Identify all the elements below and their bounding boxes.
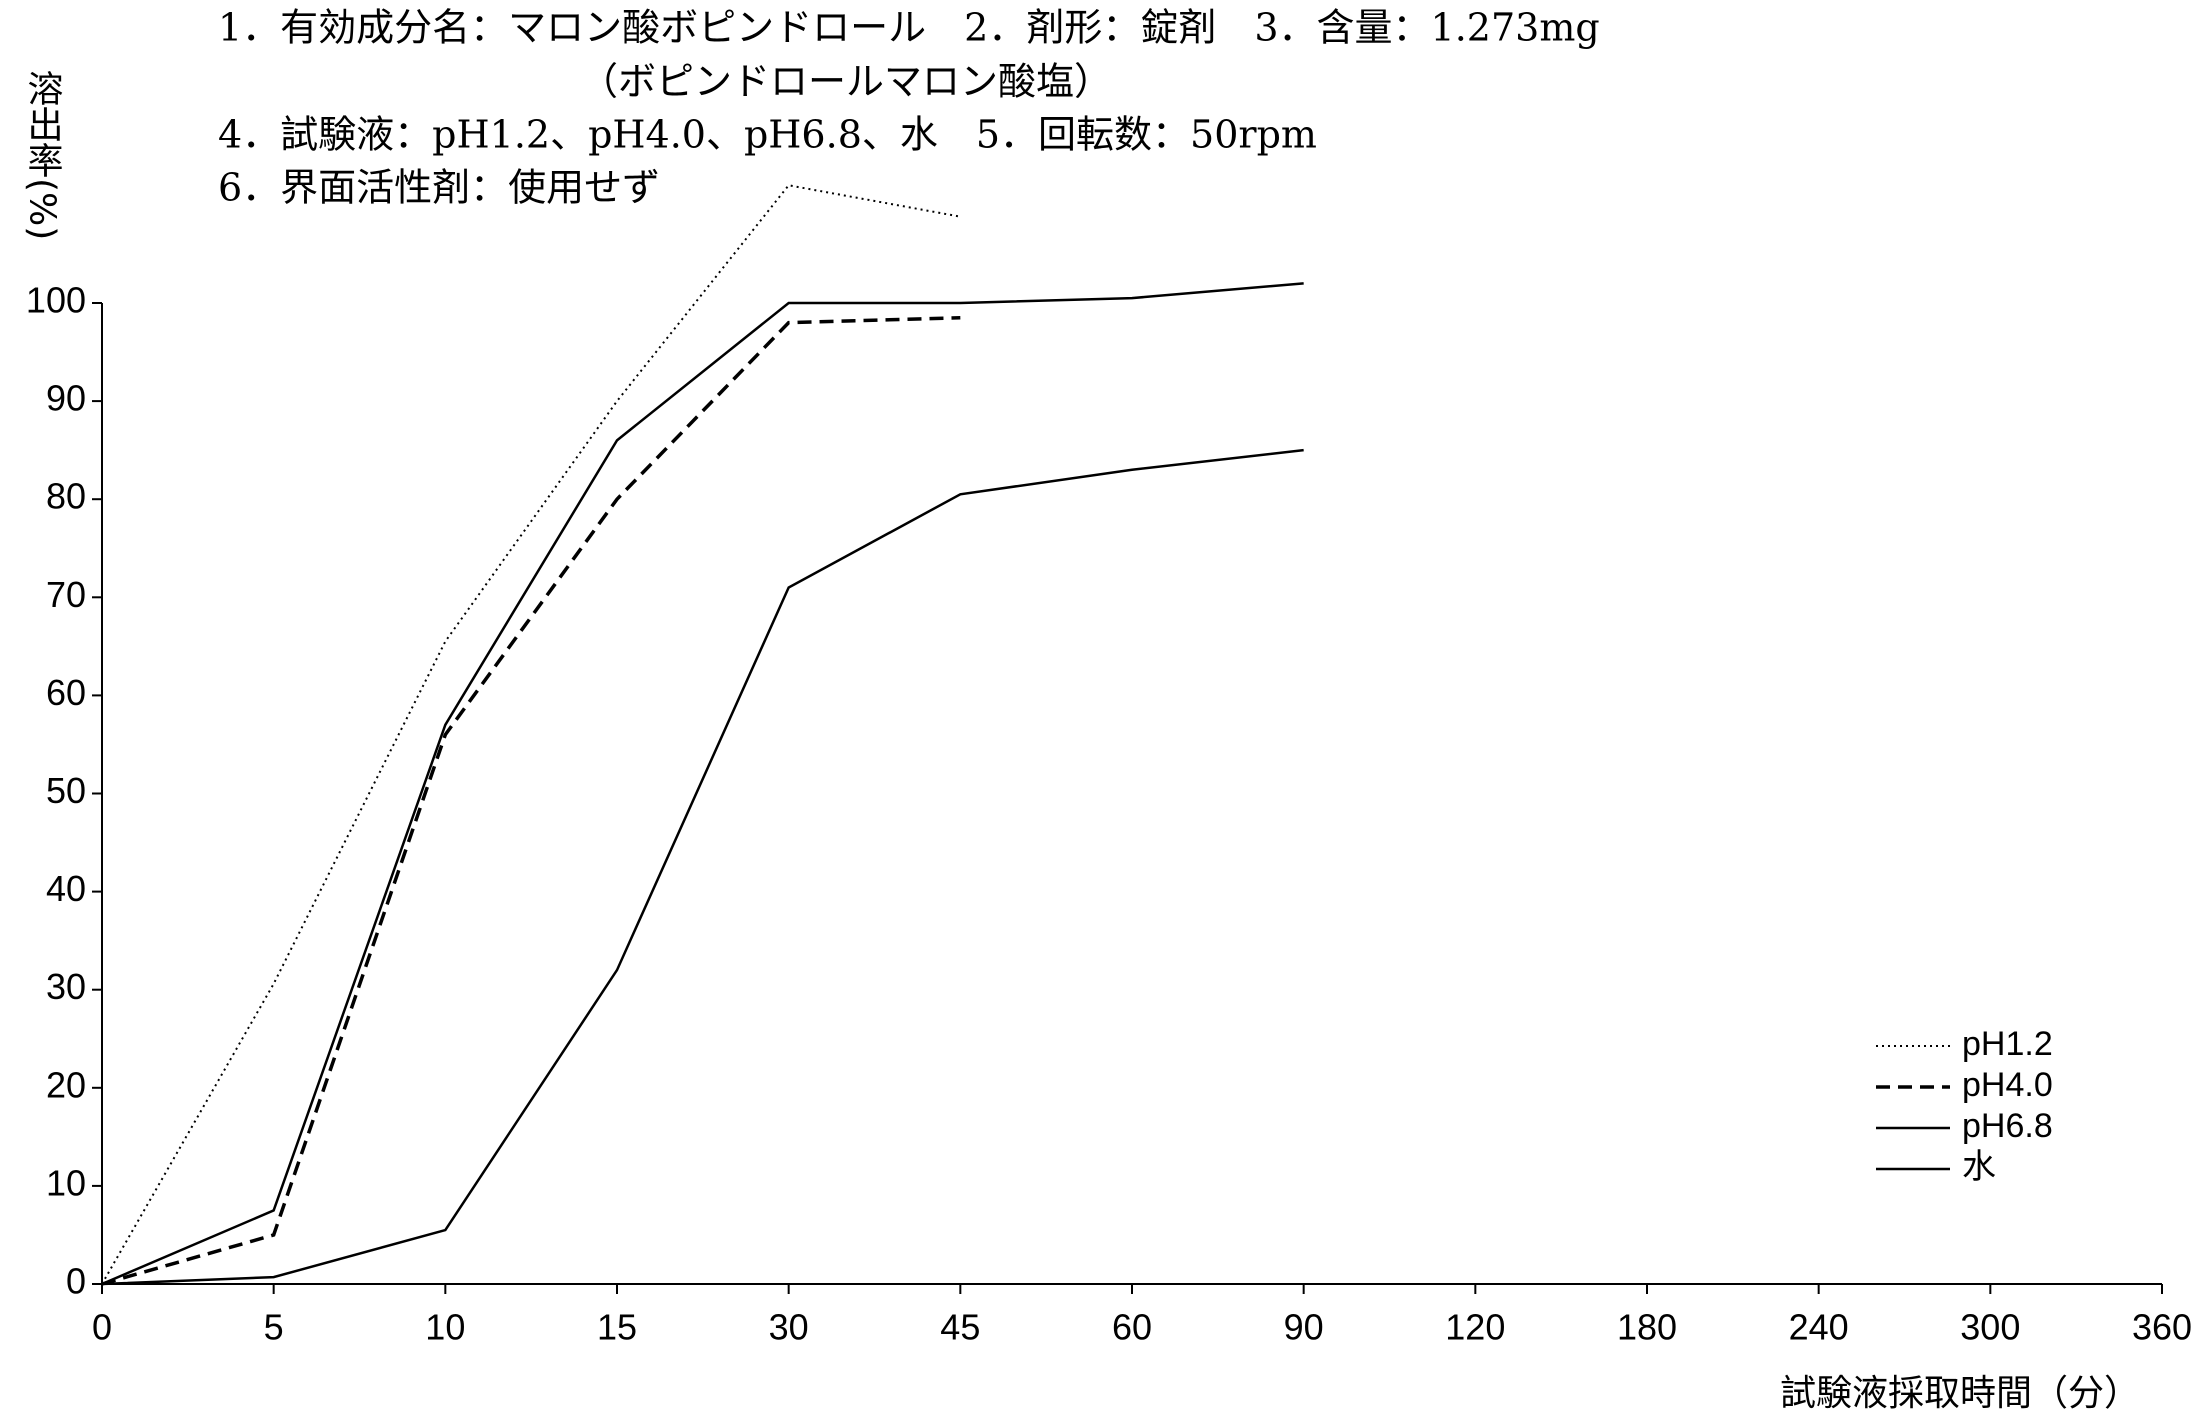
- note: （ボピンドロールマロン酸塩）: [580, 60, 1112, 104]
- x-tick-label: 240: [1789, 1307, 1849, 1348]
- x-tick-label: 5: [264, 1307, 284, 1348]
- x-tick-label: 180: [1617, 1307, 1677, 1348]
- x-tick-label: 0: [92, 1307, 112, 1348]
- legend-label: pH1.2: [1962, 1025, 2053, 1063]
- x-tick-label: 30: [769, 1307, 809, 1348]
- y-tick-label: 90: [46, 378, 86, 419]
- x-tick-label: 120: [1445, 1307, 1505, 1348]
- x-tick-label: 15: [597, 1307, 637, 1348]
- x-tick-label: 90: [1284, 1307, 1324, 1348]
- y-tick-label: 20: [46, 1064, 86, 1105]
- x-tick-label: 60: [1112, 1307, 1152, 1348]
- y-tick-label: 40: [46, 868, 86, 909]
- x-tick-label: 45: [940, 1307, 980, 1348]
- y-tick-label: 60: [46, 672, 86, 713]
- y-tick-label: 30: [46, 966, 86, 1007]
- y-tick-label: 50: [46, 770, 86, 811]
- y-tick-label: 80: [46, 476, 86, 517]
- series-line: [101, 315, 961, 1286]
- x-tick-label: 300: [1960, 1307, 2020, 1348]
- x-axis-label: 試験液採取時間（分）: [1780, 1373, 2140, 1414]
- note: 4．試験液：pH1.2、pH4.0、pH6.8、水 5．回転数：50rpm: [218, 113, 1317, 157]
- note: 1．有効成分名：マロン酸ボピンドロール 2．剤形：錠剤 3．含量：1.273mg: [218, 6, 1600, 50]
- y-tick-label: 0: [66, 1261, 86, 1302]
- series-line: [101, 184, 961, 1285]
- x-tick-label: 10: [425, 1307, 465, 1348]
- x-tick-label: 360: [2132, 1307, 2192, 1348]
- legend-label: pH6.8: [1962, 1107, 2053, 1145]
- series-line: [101, 282, 1304, 1286]
- y-axis-label: 溶出率(%): [22, 70, 63, 241]
- y-tick-label: 70: [46, 574, 86, 615]
- y-tick-label: 100: [26, 280, 86, 321]
- legend-label: 水: [1962, 1148, 1996, 1186]
- series-line: [101, 448, 1304, 1286]
- y-tick-label: 10: [46, 1162, 86, 1203]
- legend-label: pH4.0: [1962, 1066, 2053, 1104]
- note: 6．界面活性剤：使用せず: [218, 166, 660, 210]
